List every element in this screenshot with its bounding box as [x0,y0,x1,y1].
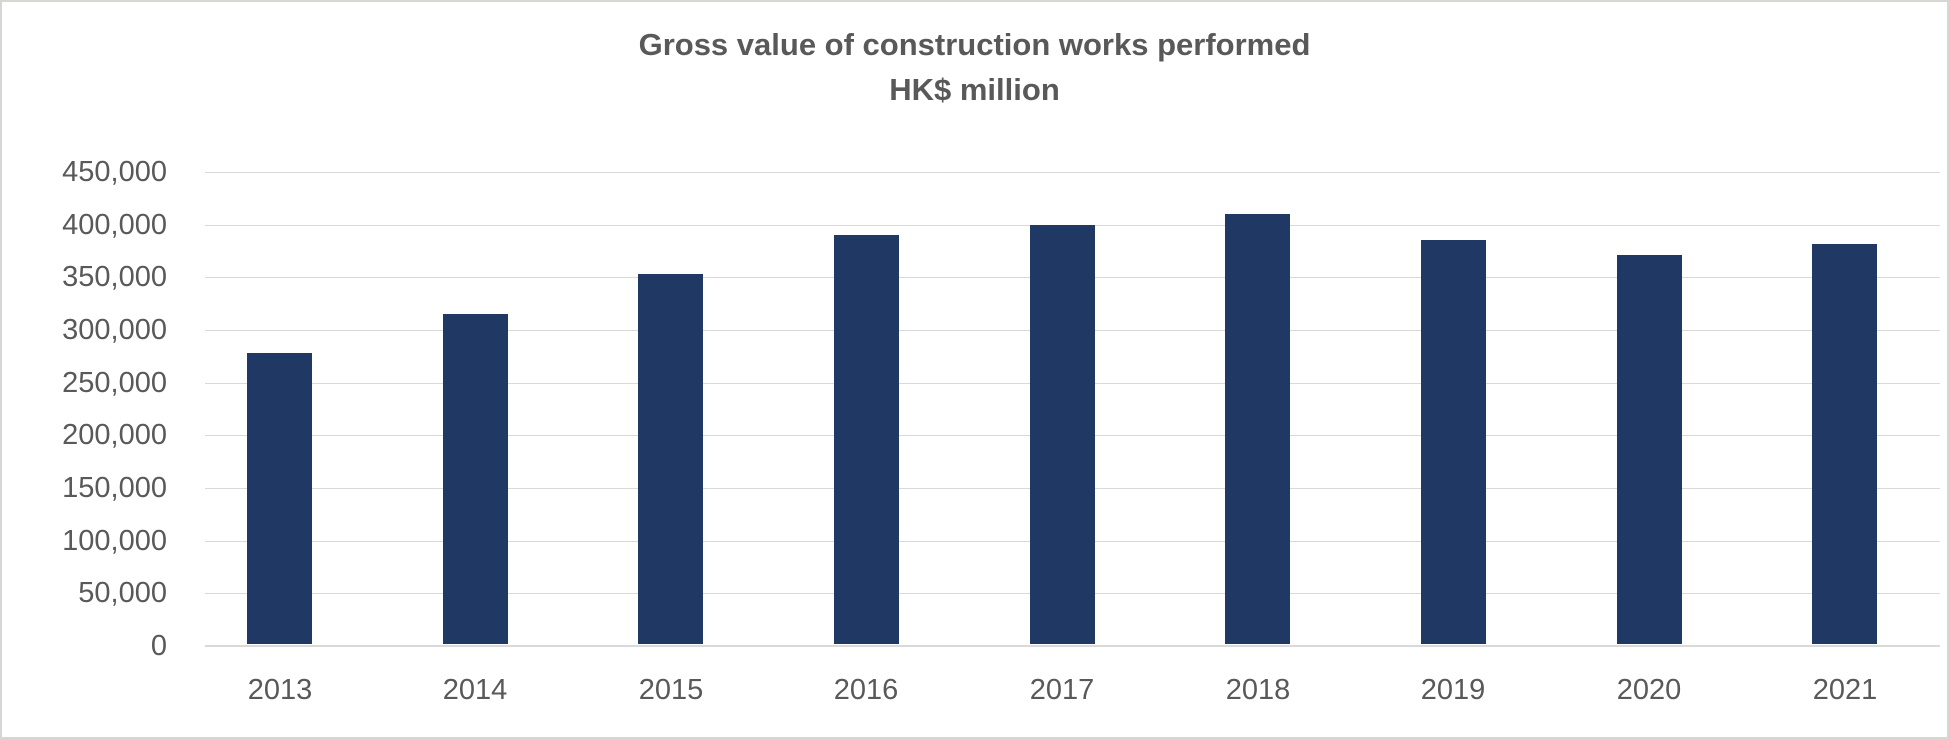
bar-2013 [247,353,312,644]
bar-2017 [1030,225,1095,644]
y-axis-label: 0 [150,630,167,662]
x-axis-label: 2020 [1616,674,1682,706]
bar-2018 [1225,214,1290,644]
bar-2019 [1421,240,1486,644]
bar-2014 [443,314,508,644]
bar-2021 [1812,244,1877,644]
x-axis-label: 2018 [1225,674,1291,706]
bar-2015 [638,274,703,644]
x-axis-label: 2014 [442,674,508,706]
x-axis-line [205,645,1940,647]
y-axis-label: 200,000 [62,419,167,451]
x-axis-label: 2015 [638,674,704,706]
chart-title: Gross value of construction works perfor… [638,27,1311,62]
y-axis-label: 300,000 [62,314,167,346]
chart-title-block: Gross value of construction works perfor… [2,22,1947,112]
y-axis-label: 250,000 [62,367,167,399]
y-axis-label: 50,000 [78,577,167,609]
y-axis-label: 150,000 [62,472,167,504]
y-axis-label: 450,000 [62,156,167,188]
bar-2020 [1617,255,1682,644]
gridline [205,172,1940,173]
y-axis-label: 350,000 [62,261,167,293]
x-axis-label: 2016 [833,674,899,706]
x-axis-label: 2017 [1029,674,1095,706]
x-axis-label: 2021 [1812,674,1878,706]
y-axis-label: 400,000 [62,209,167,241]
chart-subtitle: HK$ million [889,72,1060,107]
y-axis-label: 100,000 [62,525,167,557]
bar-2016 [834,235,899,644]
x-axis-label: 2019 [1420,674,1486,706]
x-axis-label: 2013 [247,674,313,706]
